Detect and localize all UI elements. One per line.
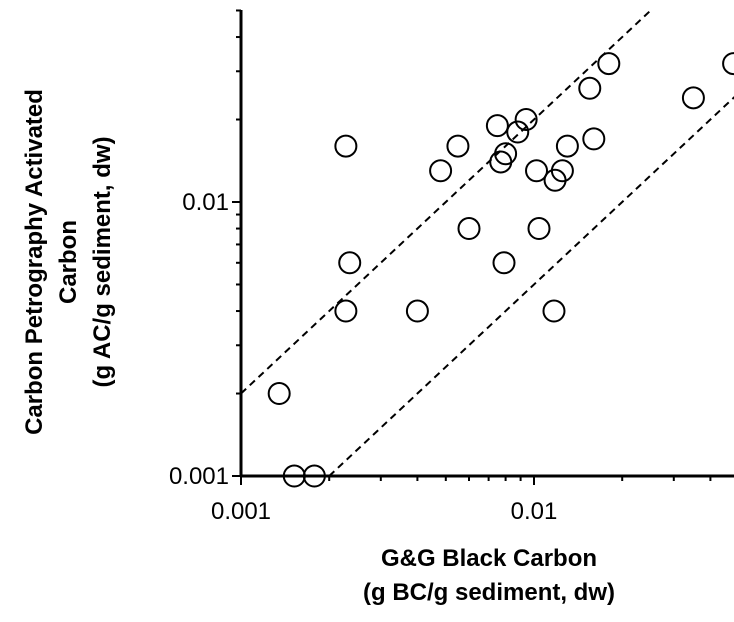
y-axis-ticks: [232, 9, 241, 477]
data-point: [506, 120, 530, 144]
data-point: [514, 108, 538, 132]
data-points: [267, 52, 734, 488]
x-axis-tick-labels: 0.001 0.01: [211, 498, 557, 525]
data-point: [485, 114, 509, 138]
data-point: [405, 299, 429, 323]
data-point: [555, 134, 579, 158]
data-point: [597, 52, 621, 76]
data-point: [492, 251, 516, 275]
data-point: [334, 299, 358, 323]
y-tick-label: 0.01: [182, 189, 229, 216]
data-point: [457, 217, 481, 241]
data-point: [527, 217, 551, 241]
y-axis-title-line-3: (g AC/g sediment, dw): [89, 136, 116, 387]
x-axis-ticks: [240, 476, 712, 485]
y-axis-tick-labels: 0.001 0.01: [169, 189, 229, 490]
y-tick-label: 0.001: [169, 463, 229, 490]
y-axis-title-line-1: Carbon Petrography Activated: [21, 89, 48, 435]
data-point: [582, 127, 606, 151]
reference-line-1: [240, 9, 652, 395]
data-point: [722, 52, 734, 76]
data-point: [446, 134, 470, 158]
x-axis-title-line-1: G&G Black Carbon: [381, 545, 597, 572]
reference-line-2: [328, 96, 734, 477]
x-axis-title-line-2: (g BC/g sediment, dw): [363, 579, 615, 606]
y-axis-title-line-2: Carbon: [55, 220, 82, 304]
data-point: [338, 251, 362, 275]
data-point: [542, 299, 566, 323]
data-point: [429, 159, 453, 183]
reference-lines: [240, 9, 734, 477]
axes: [239, 10, 734, 478]
data-point: [578, 76, 602, 100]
data-point: [494, 142, 518, 166]
data-point: [334, 134, 358, 158]
data-point: [267, 382, 291, 406]
data-point: [525, 159, 549, 183]
data-point: [681, 86, 705, 110]
x-tick-label: 0.01: [511, 498, 558, 525]
data-point: [550, 159, 574, 183]
x-tick-label: 0.001: [211, 498, 271, 525]
